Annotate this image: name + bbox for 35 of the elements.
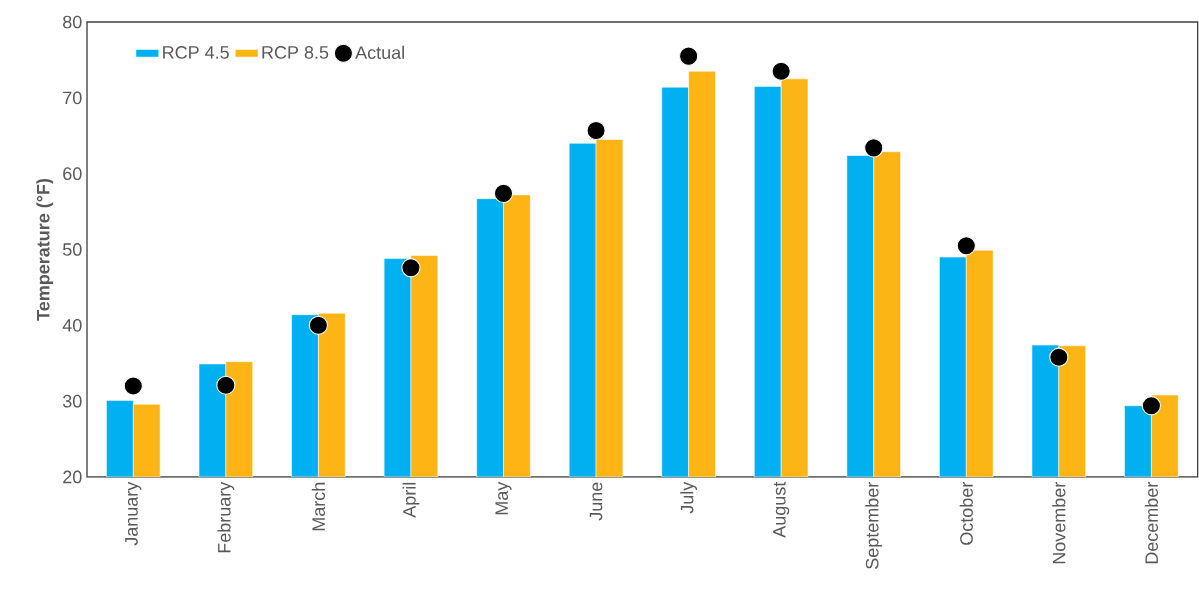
point xyxy=(771,61,791,81)
y-tick-label: 20 xyxy=(63,470,82,484)
point xyxy=(493,183,514,203)
point xyxy=(864,138,884,158)
y-tick-label: 30 xyxy=(62,394,82,408)
point xyxy=(1049,347,1069,367)
x-tick-label: February xyxy=(217,481,235,553)
x-tick-label: October xyxy=(959,482,973,545)
point xyxy=(123,376,143,396)
x-tick-label: September xyxy=(865,482,883,569)
point xyxy=(956,236,976,256)
point xyxy=(216,375,236,395)
y-axis-title: Temperature (°F) xyxy=(36,178,54,321)
point xyxy=(401,258,421,278)
x-tick-label: May xyxy=(495,481,512,515)
point xyxy=(1141,396,1161,416)
point xyxy=(308,315,328,335)
legend-label: RCP 8.5 xyxy=(262,46,329,59)
x-tick-label: March xyxy=(311,482,325,531)
y-tick-label: 60 xyxy=(63,167,82,181)
legend-label: Actual xyxy=(355,45,404,60)
y-tick-label: 80 xyxy=(63,15,82,29)
x-tick-label: July xyxy=(680,481,698,514)
point xyxy=(679,46,699,66)
x-tick-label: January xyxy=(125,481,142,546)
point xyxy=(586,120,606,141)
x-tick-label: April xyxy=(402,482,420,518)
y-tick-label: 70 xyxy=(63,91,82,105)
x-tick-label: June xyxy=(589,482,603,521)
x-tick-label: December xyxy=(1144,482,1158,564)
x-tick-label: August xyxy=(773,481,790,538)
y-tick-label: 50 xyxy=(62,243,82,256)
legend-label: RCP 4.5 xyxy=(163,46,229,59)
y-tick-label: 40 xyxy=(62,318,82,332)
x-tick-label: November xyxy=(1052,482,1066,564)
